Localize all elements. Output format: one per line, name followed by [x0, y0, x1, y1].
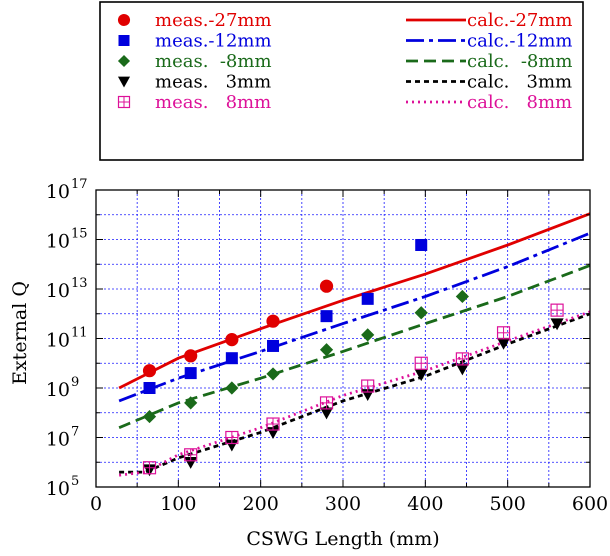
x-tick-label: 100: [160, 493, 196, 515]
meas-point-3: [414, 369, 428, 382]
calc-series-line-2: [118, 264, 591, 429]
y-tick-label-exponent: 15: [71, 227, 88, 242]
x-tick-label: 200: [243, 493, 279, 515]
legend-label: meas. 3mm: [155, 72, 271, 93]
x-tick-label: 400: [407, 493, 443, 515]
legend-marker: [118, 35, 130, 46]
legend-label: meas. 8mm: [155, 92, 271, 113]
meas-point-3: [225, 439, 239, 452]
y-tick-label: 10: [46, 330, 70, 352]
x-tick-label: 600: [572, 493, 608, 515]
meas-point-2: [455, 289, 469, 304]
y-tick-label-exponent: 7: [71, 425, 79, 440]
y-tick-label-exponent: 5: [71, 474, 79, 489]
meas-point-0: [266, 314, 280, 328]
x-axis-label: CSWG Length (mm): [246, 528, 439, 550]
meas-point-3: [455, 363, 469, 376]
legend-label: calc. 3mm: [467, 72, 572, 93]
meas-point-2: [142, 409, 157, 424]
meas-point-1: [267, 339, 280, 352]
y-tick-label: 10: [46, 478, 70, 500]
x-tick-label: 500: [490, 493, 526, 515]
legend-label: calc.-27mm: [467, 10, 573, 31]
y-tick-label: 10: [46, 429, 70, 451]
meas-point-3: [319, 407, 334, 420]
meas-point-4: [455, 352, 469, 366]
meas-point-4: [414, 356, 428, 370]
meas-point-0: [142, 364, 157, 378]
legend-label: meas.-12mm: [155, 31, 272, 52]
meas-point-3: [184, 456, 198, 469]
meas-point-1: [184, 367, 197, 380]
meas-point-2: [225, 381, 239, 395]
legend-label: meas. -8mm: [155, 51, 272, 72]
plot-area: [96, 190, 591, 487]
calc-series-line-1: [118, 231, 591, 403]
meas-point-4: [496, 326, 511, 340]
y-axis-label: External Q: [9, 281, 31, 385]
meas-point-4: [184, 448, 198, 462]
y-tick-label: 10: [46, 280, 70, 302]
calc-series-line-3: [119, 312, 591, 474]
meas-point-1: [143, 382, 156, 394]
meas-point-3: [550, 318, 564, 331]
meas-point-1: [320, 310, 333, 323]
meas-point-1: [361, 292, 374, 305]
y-tick-label-exponent: 9: [71, 375, 79, 390]
legend-box: [99, 1, 584, 161]
y-tick-label-exponent: 13: [71, 276, 88, 291]
legend-label: meas.-27mm: [155, 10, 272, 31]
meas-point-4: [319, 396, 334, 410]
legend-marker: [117, 95, 131, 109]
x-tick-label: 0: [90, 493, 102, 515]
meas-point-4: [225, 430, 239, 445]
meas-point-2: [319, 343, 334, 357]
y-tick-label: 10: [46, 181, 70, 203]
legend-label: calc. 8mm: [467, 92, 572, 113]
meas-point-4: [550, 303, 564, 317]
y-tick-label-exponent: 11: [71, 326, 88, 341]
meas-point-4: [142, 461, 157, 475]
meas-point-1: [415, 238, 428, 251]
legend-marker: [117, 54, 131, 68]
legend-label: calc. -8mm: [467, 51, 573, 72]
calc-series-line-4: [118, 310, 591, 477]
meas-point-2: [266, 367, 280, 381]
y-tick-label-exponent: 17: [71, 177, 88, 192]
x-tick-label: 300: [325, 493, 361, 515]
meas-point-2: [361, 328, 375, 342]
meas-point-4: [361, 379, 375, 393]
y-tick-label: 10: [46, 379, 70, 401]
legend-label: calc.-12mm: [467, 31, 573, 52]
meas-point-1: [225, 352, 238, 365]
calc-series-line-0: [118, 212, 591, 390]
meas-point-2: [414, 306, 428, 320]
meas-point-2: [184, 396, 198, 410]
legend-marker: [117, 13, 131, 27]
y-tick-label: 10: [46, 231, 70, 253]
meas-point-0: [225, 333, 239, 347]
meas-point-0: [184, 349, 198, 363]
meas-point-4: [266, 417, 280, 431]
meas-point-0: [319, 279, 334, 293]
legend-marker: [117, 76, 131, 88]
meas-point-3: [496, 337, 511, 350]
